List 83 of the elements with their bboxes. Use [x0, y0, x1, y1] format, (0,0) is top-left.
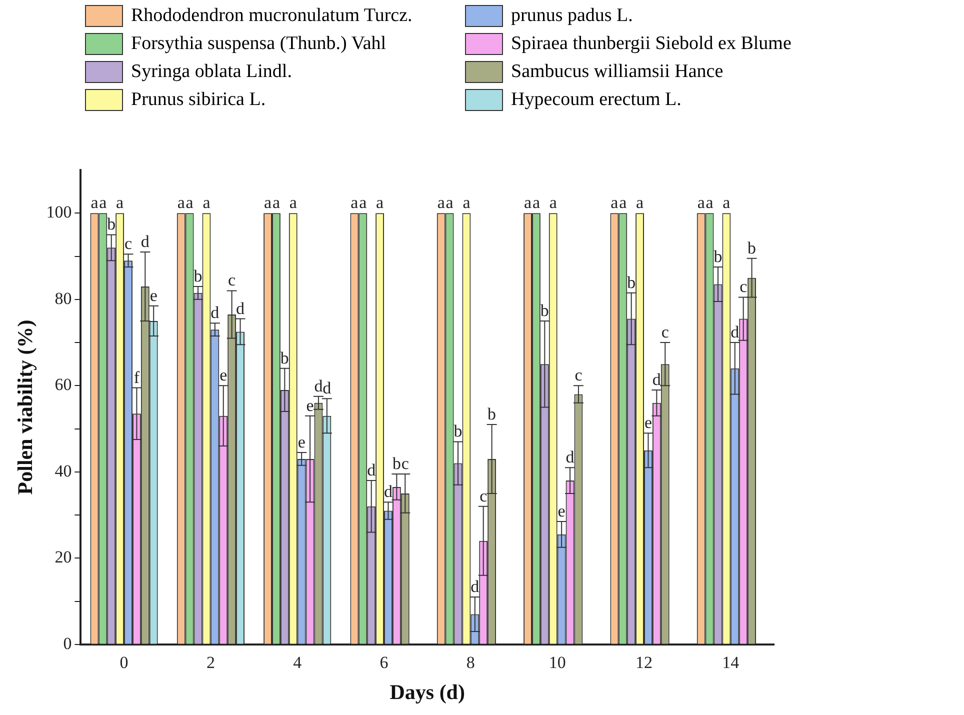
data-label: e [558, 501, 566, 520]
legend-label: Spiraea thunbergii Siebold ex Blume [511, 33, 792, 55]
data-label: e [298, 432, 306, 452]
data-label: d [322, 378, 332, 398]
data-label: b [748, 238, 756, 258]
legend-label: Sambucus williamsii Hance [511, 61, 724, 83]
data-label: c [124, 234, 132, 254]
data-label: b [714, 247, 722, 266]
x-tick-label: 8 [466, 653, 475, 672]
data-label: d [367, 460, 376, 480]
legend-label: Hypecoum erectum L. [511, 89, 682, 111]
y-tick-label: 40 [54, 461, 72, 480]
data-label: a [272, 193, 280, 212]
y-tick-label: 60 [54, 375, 72, 394]
data-label: c [574, 366, 583, 385]
data-label: b [392, 454, 401, 474]
data-label: d [140, 232, 150, 251]
data-label: a [697, 193, 706, 212]
data-label: d [470, 576, 480, 596]
legend-label: Syringa oblata Lindl. [131, 61, 292, 83]
data-label: a [350, 193, 359, 212]
data-label: a [706, 193, 714, 212]
x-tick-label: 4 [293, 653, 302, 672]
legend-label: Prunus sibirica L. [131, 89, 266, 111]
data-label: c [480, 486, 488, 506]
data-label: a [446, 193, 454, 212]
data-label: f [134, 368, 140, 387]
data-label: d [384, 482, 393, 502]
data-label: a [289, 193, 298, 212]
data-label: b [280, 348, 289, 368]
data-label: d [210, 303, 220, 322]
data-label: e [644, 413, 652, 432]
data-label: d [730, 322, 740, 342]
x-tick-label: 12 [636, 653, 653, 672]
data-label: c [661, 322, 670, 342]
data-label: a [636, 193, 644, 212]
data-label: c [401, 454, 410, 474]
y-tick-label: 100 [46, 202, 72, 222]
data-label: a [549, 193, 558, 212]
x-tick-label: 6 [380, 653, 388, 672]
data-label: a [99, 193, 108, 212]
data-label: a [186, 193, 194, 212]
data-label: b [194, 266, 202, 286]
y-axis-title: Pollen viability (%) [13, 320, 38, 495]
legend-label: Forsythia suspensa (Thunb.) Vahl [131, 33, 386, 55]
data-label: a [610, 193, 619, 212]
y-tick-label: 80 [54, 288, 72, 308]
data-label: a [722, 193, 731, 212]
data-label: b [627, 272, 636, 292]
x-tick-label: 14 [722, 653, 740, 672]
x-tick-label: 10 [548, 653, 566, 672]
data-label: a [437, 193, 446, 212]
data-label: a [376, 193, 384, 212]
legend-label: prunus padus L. [511, 5, 633, 27]
data-label: c [740, 277, 748, 296]
y-tick-label: 0 [63, 634, 72, 653]
data-label: a [462, 193, 471, 212]
data-label: b [540, 300, 549, 320]
data-label: d [566, 448, 575, 467]
data-label: a [116, 193, 124, 212]
data-label: a [202, 193, 211, 212]
data-label: a [619, 193, 628, 212]
x-tick-label: 0 [120, 653, 128, 672]
data-label: a [90, 193, 99, 212]
data-label: a [524, 193, 532, 212]
data-label: e [150, 286, 158, 305]
data-label: e [220, 366, 228, 385]
data-label: d [652, 370, 662, 389]
x-tick-label: 2 [206, 653, 215, 672]
data-label: a [532, 193, 540, 212]
legend-label: Rhododendron mucronulatum Turcz. [131, 5, 412, 27]
data-label: d [236, 298, 246, 318]
data-label: b [107, 214, 116, 234]
y-tick-label: 20 [54, 548, 72, 567]
data-label: e [306, 396, 314, 415]
data-label: c [228, 270, 236, 290]
data-label: a [264, 193, 272, 212]
data-label: d [314, 376, 324, 396]
data-label: b [488, 404, 496, 424]
data-label: a [177, 193, 186, 212]
data-label: a [359, 193, 368, 212]
data-label: b [454, 422, 462, 441]
x-axis-title: Days (d) [390, 680, 465, 704]
